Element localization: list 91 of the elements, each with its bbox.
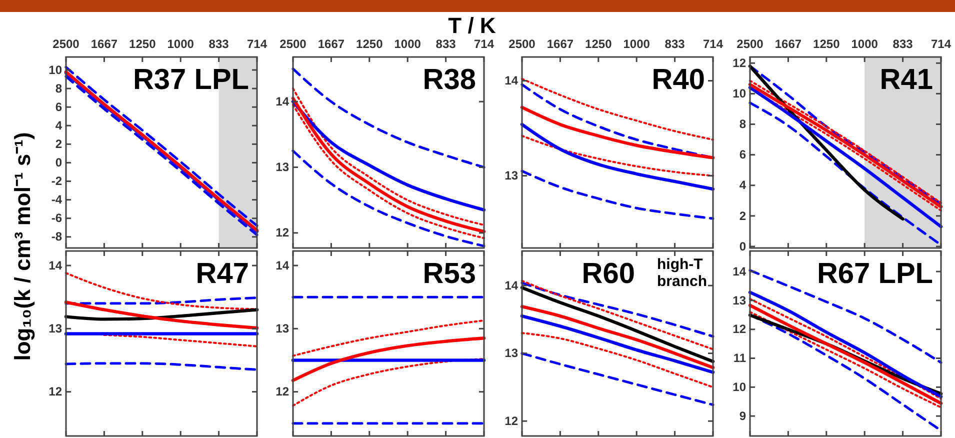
y-tick-label: 2 (55, 136, 62, 151)
x-tick-label: 714 (930, 37, 952, 51)
y-tick-label: 14 (276, 258, 290, 272)
x-tick-label: 833 (208, 37, 230, 51)
y-tick-label: -2 (51, 174, 62, 188)
x-tick-label: 1250 (356, 37, 384, 51)
x-tick-label: 1667 (774, 37, 802, 51)
y-tick-label: 4 (739, 178, 746, 192)
chart-title: R37 LPL (132, 64, 249, 96)
chart-title: R53 (422, 258, 476, 290)
x-tick-label: 1667 (318, 37, 345, 51)
line-series (291, 100, 486, 212)
y-tick-label: 12 (276, 226, 290, 240)
line-series (103, 334, 258, 348)
y-tick-label: 12 (504, 414, 518, 428)
y-axis-title: log₁₀(k / cm³ mol⁻¹ s⁻¹) (10, 132, 35, 361)
line-series (292, 319, 485, 357)
line-series (292, 358, 485, 407)
x-tick-label: 833 (436, 37, 456, 51)
y-tick-label: 13 (276, 322, 290, 336)
chart-title: R67 LPL (816, 258, 933, 290)
x-tick-label: 1000 (623, 37, 650, 51)
x-tick-label: 2500 (280, 37, 307, 51)
line-series (520, 170, 714, 220)
y-tick-label: 12 (732, 56, 746, 70)
chart-title: R47 (196, 258, 249, 290)
line-series (64, 308, 259, 321)
y-tick-label: -8 (51, 230, 62, 244)
y-tick-label: 6 (739, 148, 746, 162)
x-tick-label: 1250 (129, 37, 156, 51)
y-tick-label: 8 (739, 117, 746, 132)
y-tick-label: 14 (504, 278, 518, 292)
y-tick-label: 14 (48, 258, 62, 272)
y-tick-label: 11 (733, 351, 746, 366)
y-tick-label: 9 (739, 408, 746, 423)
annotation: high-T branch (656, 256, 707, 290)
y-tick-label: 14 (732, 264, 746, 278)
y-tick-label: 10 (48, 62, 62, 77)
x-tick-label: 1667 (546, 37, 574, 51)
y-tick-label: 4 (55, 118, 62, 132)
y-tick-label: 0 (739, 239, 746, 254)
line-series (520, 314, 715, 374)
y-tick-label: 12 (48, 384, 62, 399)
line-series (292, 68, 486, 169)
chart-title: R41 (880, 64, 933, 96)
y-tick-label: -4 (51, 192, 62, 207)
x-tick-label: 1000 (851, 37, 878, 51)
line-series (521, 332, 714, 388)
y-tick-label: 13 (276, 160, 290, 174)
y-tick-label: 8 (55, 81, 62, 96)
x-tick-label: 833 (664, 37, 686, 51)
line-series (291, 336, 486, 382)
line-series (520, 352, 714, 406)
y-tick-label: -6 (51, 211, 62, 226)
line-series (520, 106, 715, 160)
y-tick-label: 10 (732, 380, 746, 394)
line-series (521, 134, 714, 177)
line-series (520, 286, 715, 364)
x-tick-label: 2500 (508, 37, 536, 51)
line-series (64, 300, 259, 330)
x-tick-label: 1250 (585, 37, 612, 51)
line-series (520, 122, 715, 191)
line-series (520, 304, 715, 370)
x-tick-label: 2500 (736, 37, 764, 51)
x-tick-label: 1667 (90, 37, 118, 51)
y-tick-label: 2 (739, 208, 746, 223)
x-axis-title: T / K (448, 13, 496, 38)
y-tick-label: 0 (55, 156, 62, 170)
y-tick-label: 14 (276, 94, 290, 108)
x-tick-label: 714 (246, 37, 268, 51)
y-tick-label: 6 (55, 100, 62, 114)
y-tick-label: 14 (504, 74, 518, 88)
chart-title: R40 (652, 64, 705, 96)
y-tick-label: 12 (732, 322, 746, 336)
y-tick-label: 10 (732, 86, 746, 101)
y-tick-label: 13 (48, 322, 62, 336)
x-tick-label: 833 (892, 37, 914, 51)
x-tick-label: 714 (474, 37, 494, 51)
line-series (64, 362, 258, 371)
chart-title: R60 (582, 258, 635, 290)
y-tick-label: 13 (504, 346, 518, 360)
chart-title: R38 (422, 64, 476, 96)
x-tick-label: 714 (702, 37, 724, 51)
x-tick-label: 1000 (394, 37, 422, 51)
y-tick-label: 12 (276, 384, 290, 399)
y-tick-label: 13 (504, 168, 518, 183)
x-tick-label: 1250 (813, 37, 840, 51)
y-tick-label: 13 (732, 293, 746, 308)
x-tick-label: 1000 (167, 37, 194, 51)
x-tick-label: 2500 (52, 37, 80, 51)
line-series (292, 150, 486, 248)
